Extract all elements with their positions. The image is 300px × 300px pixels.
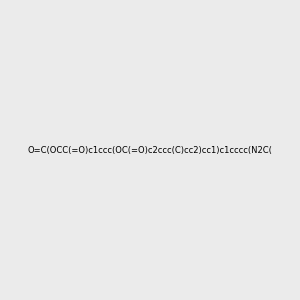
Text: O=C(OCC(=O)c1ccc(OC(=O)c2ccc(C)cc2)cc1)c1cccc(N2C(: O=C(OCC(=O)c1ccc(OC(=O)c2ccc(C)cc2)cc1)c… xyxy=(28,146,272,154)
